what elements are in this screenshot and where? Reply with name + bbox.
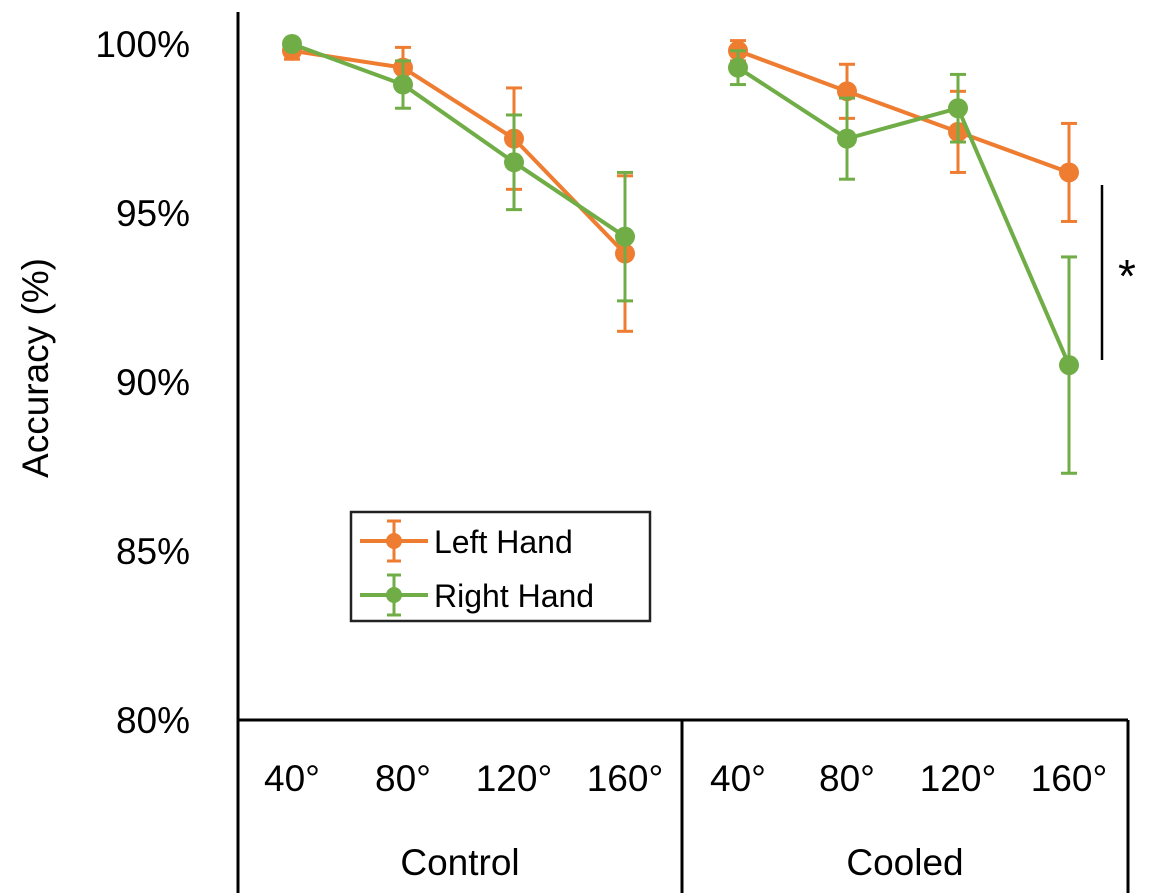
y-tick-label: 80% xyxy=(116,700,190,741)
x-tick-label: 120° xyxy=(920,758,997,799)
x-tick-label: 40° xyxy=(264,758,320,799)
group-label: Cooled xyxy=(846,842,963,883)
series-right-hand xyxy=(282,34,1079,475)
y-tick-labels: 100% 95% 90% 85% 80% xyxy=(95,24,190,741)
x-tick-label: 160° xyxy=(587,758,664,799)
legend-swatch-marker xyxy=(386,587,402,603)
y-axis-label: Accuracy (%) xyxy=(15,258,56,478)
legend: Left Hand Right Hand xyxy=(349,510,652,623)
legend-entry: Right Hand xyxy=(360,573,594,617)
data-point xyxy=(837,128,857,149)
legend-entry: Left Hand xyxy=(360,519,573,563)
data-point xyxy=(728,57,748,78)
data-point xyxy=(948,98,968,119)
x-tick-label: 40° xyxy=(710,758,766,799)
series-line xyxy=(291,42,627,239)
data-point xyxy=(282,34,302,54)
y-tick-label: 85% xyxy=(116,531,190,572)
y-tick-label: 90% xyxy=(116,362,190,403)
data-point xyxy=(393,74,413,95)
y-tick-label: 100% xyxy=(95,24,190,65)
x-tick-label: 80° xyxy=(819,758,875,799)
x-tick-labels: 40° 80° 120° 160° Control 40° 80° 120° 160° Coole… xyxy=(264,758,1107,883)
significance-star: * xyxy=(1118,250,1136,302)
x-tick-label: 160° xyxy=(1031,758,1108,799)
series-line xyxy=(736,65,1071,366)
y-tick-label: 95% xyxy=(116,193,190,234)
legend-label: Left Hand xyxy=(434,524,573,560)
axes xyxy=(236,12,1130,893)
group-label: Control xyxy=(400,842,519,883)
x-tick-label: 80° xyxy=(375,758,431,799)
data-point xyxy=(504,152,524,173)
series-plot-area xyxy=(282,34,1079,475)
data-point xyxy=(1059,355,1079,376)
data-point xyxy=(837,81,857,102)
significance-marker: * xyxy=(1100,185,1136,360)
x-tick-label: 120° xyxy=(476,758,553,799)
series-line xyxy=(291,48,627,255)
legend-box xyxy=(349,510,652,623)
legend-label: Right Hand xyxy=(434,578,594,614)
data-point xyxy=(1059,162,1079,183)
legend-swatch-marker xyxy=(386,533,402,549)
series-line xyxy=(737,48,1070,175)
data-point xyxy=(615,226,635,247)
